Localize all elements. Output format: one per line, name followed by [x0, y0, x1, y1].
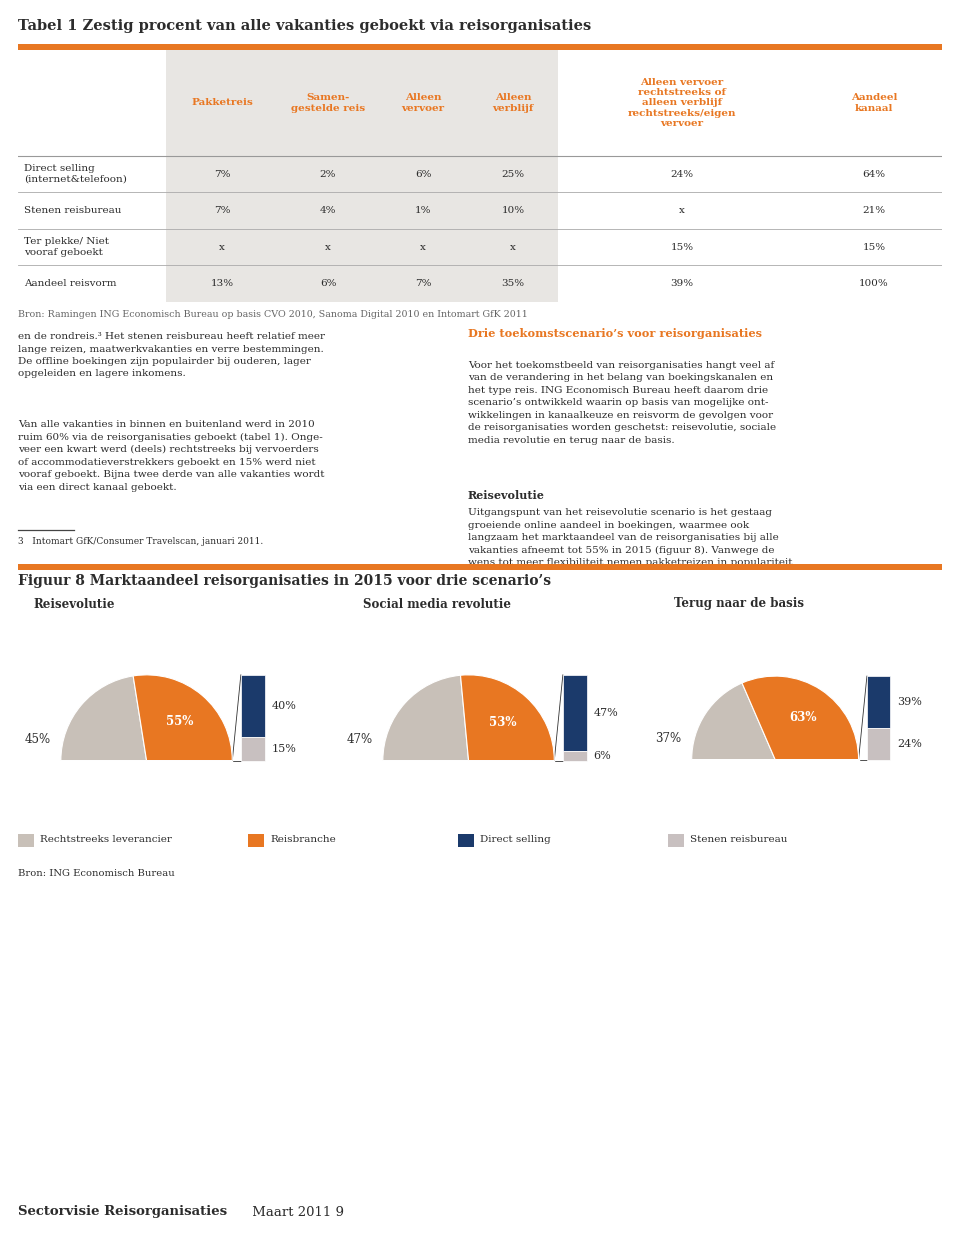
Text: 39%: 39% — [897, 697, 922, 707]
Text: Aandeel
kanaal: Aandeel kanaal — [851, 93, 898, 113]
Text: 39%: 39% — [670, 279, 693, 288]
Text: 37%: 37% — [656, 733, 682, 745]
Text: Reisevolutie: Reisevolutie — [33, 597, 114, 611]
Text: Aandeel reisvorm: Aandeel reisvorm — [24, 279, 116, 288]
Text: Rechtstreeks leverancier: Rechtstreeks leverancier — [40, 836, 172, 845]
Text: Reisbranche: Reisbranche — [270, 836, 336, 845]
Text: en de rondreis.³ Het stenen reisbureau heeft relatief meer
lange reizen, maatwer: en de rondreis.³ Het stenen reisbureau h… — [18, 332, 325, 379]
Text: 2%: 2% — [320, 170, 336, 179]
Text: Voor het toekomstbeeld van reisorganisaties hangt veel af
van de verandering in : Voor het toekomstbeeld van reisorganisat… — [468, 360, 776, 445]
Wedge shape — [461, 674, 554, 760]
Text: 7%: 7% — [415, 279, 431, 288]
Text: Maart 2011 9: Maart 2011 9 — [248, 1206, 344, 1218]
Wedge shape — [133, 674, 232, 760]
Text: x: x — [325, 242, 331, 252]
Text: Direct selling: Direct selling — [480, 836, 551, 845]
Text: x: x — [219, 242, 225, 252]
Bar — [867, 728, 890, 760]
Text: Alleen vervoer
rechtstreeks of
alleen verblijf
rechtstreeks/eigen
vervoer: Alleen vervoer rechtstreeks of alleen ve… — [628, 77, 736, 128]
Bar — [668, 833, 684, 847]
Text: x: x — [679, 206, 684, 215]
Bar — [867, 676, 890, 728]
Bar — [241, 738, 265, 760]
Text: Van alle vakanties in binnen en buitenland werd in 2010
ruim 60% via de reisorga: Van alle vakanties in binnen en buitenla… — [18, 420, 324, 492]
Text: Uitgangspunt van het reisevolutie scenario is het gestaag
groeiende online aande: Uitgangspunt van het reisevolutie scenar… — [468, 508, 793, 568]
Text: x: x — [510, 242, 516, 252]
Text: 6%: 6% — [593, 750, 612, 760]
Bar — [241, 674, 265, 738]
Text: 13%: 13% — [210, 279, 233, 288]
Text: 15%: 15% — [862, 242, 885, 252]
Bar — [563, 674, 587, 751]
Text: Drie toekomstscenario’s voor reisorganisaties: Drie toekomstscenario’s voor reisorganis… — [468, 328, 762, 339]
Text: 64%: 64% — [862, 170, 885, 179]
Text: 63%: 63% — [789, 712, 816, 724]
Text: Figuur 8 Marktaandeel reisorganisaties in 2015 voor drie scenario’s: Figuur 8 Marktaandeel reisorganisaties i… — [18, 574, 551, 587]
Text: Stenen reisbureau: Stenen reisbureau — [690, 836, 787, 845]
Text: Direct selling
(internet&telefoon): Direct selling (internet&telefoon) — [24, 164, 127, 184]
Text: Ter plekke/ Niet
vooraf geboekt: Ter plekke/ Niet vooraf geboekt — [24, 237, 109, 257]
Bar — [18, 833, 34, 847]
Text: 35%: 35% — [501, 279, 524, 288]
Text: Sectorvisie Reisorganisaties: Sectorvisie Reisorganisaties — [18, 1206, 228, 1218]
Text: 24%: 24% — [670, 170, 693, 179]
Text: 40%: 40% — [272, 700, 297, 710]
Text: Reisevolutie: Reisevolutie — [468, 491, 545, 502]
Text: 7%: 7% — [214, 206, 230, 215]
Text: 15%: 15% — [272, 744, 297, 754]
Bar — [248, 833, 264, 847]
Text: 6%: 6% — [320, 279, 336, 288]
Text: 45%: 45% — [24, 733, 51, 745]
Text: Alleen
vervoer: Alleen vervoer — [401, 93, 444, 113]
Text: 15%: 15% — [670, 242, 693, 252]
Text: Samen-
gestelde reis: Samen- gestelde reis — [291, 93, 365, 113]
Text: Stenen reisbureau: Stenen reisbureau — [24, 206, 121, 215]
Text: Terug naar de basis: Terug naar de basis — [674, 597, 804, 611]
Text: 53%: 53% — [490, 717, 516, 729]
Bar — [458, 833, 474, 847]
Text: 3   Intomart GfK/Consumer Travelscan, januari 2011.: 3 Intomart GfK/Consumer Travelscan, janu… — [18, 537, 263, 545]
Text: 7%: 7% — [214, 170, 230, 179]
Text: 55%: 55% — [166, 715, 194, 728]
Wedge shape — [692, 683, 775, 760]
Text: Bron: ING Economisch Bureau: Bron: ING Economisch Bureau — [18, 869, 175, 878]
Text: 100%: 100% — [859, 279, 889, 288]
Text: 6%: 6% — [415, 170, 431, 179]
Text: 47%: 47% — [593, 708, 618, 718]
Text: 25%: 25% — [501, 170, 524, 179]
Text: Bron: Ramingen ING Economisch Bureau op basis CVO 2010, Sanoma Digital 2010 en I: Bron: Ramingen ING Economisch Bureau op … — [18, 309, 528, 318]
Text: 24%: 24% — [897, 739, 922, 749]
Text: Tabel 1 Zestig procent van alle vakanties geboekt via reisorganisaties: Tabel 1 Zestig procent van alle vakantie… — [18, 19, 591, 34]
Text: 21%: 21% — [862, 206, 885, 215]
Wedge shape — [383, 676, 468, 760]
Bar — [563, 751, 587, 760]
Bar — [166, 50, 558, 302]
Text: Social media revolutie: Social media revolutie — [363, 597, 511, 611]
Text: 4%: 4% — [320, 206, 336, 215]
Text: 47%: 47% — [347, 733, 372, 745]
Text: x: x — [420, 242, 426, 252]
Wedge shape — [60, 676, 147, 760]
Text: 1%: 1% — [415, 206, 431, 215]
Text: Alleen
verblijf: Alleen verblijf — [492, 93, 534, 113]
Wedge shape — [742, 676, 858, 760]
Text: Pakketreis: Pakketreis — [191, 98, 252, 107]
Text: 10%: 10% — [501, 206, 524, 215]
